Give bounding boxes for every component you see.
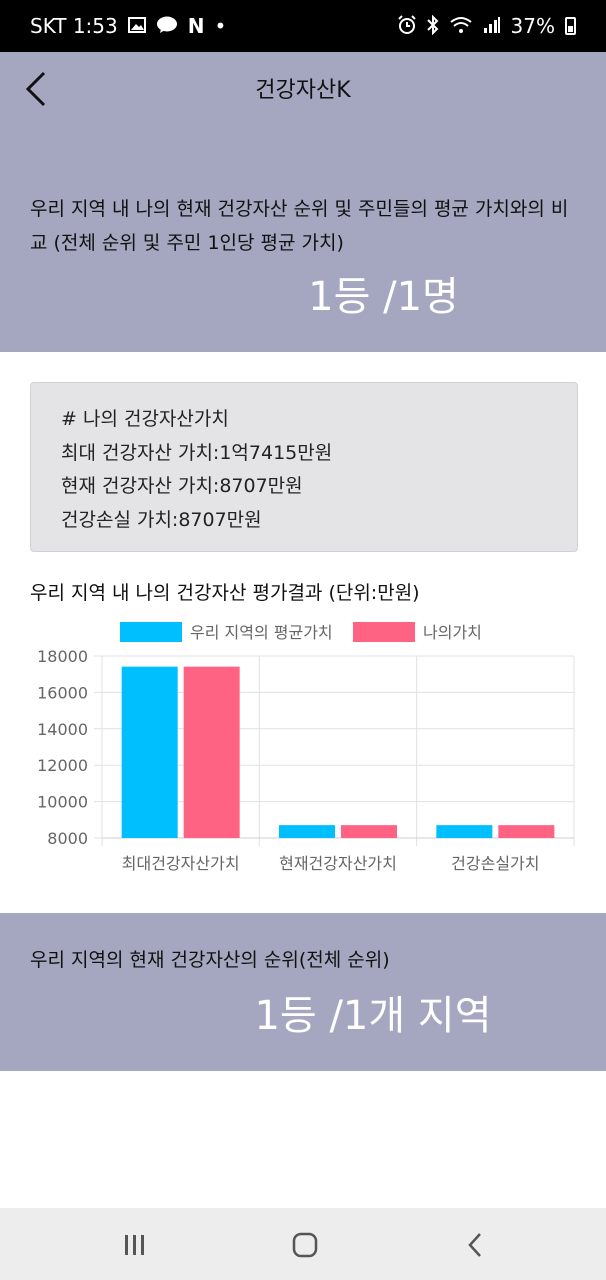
legend-swatch bbox=[120, 622, 182, 642]
health-loss-value: 건강손실 가치:8707만원 bbox=[61, 508, 262, 531]
district-rank-band: 우리 지역의 현재 건강자산의 순위(전체 순위) 1등 /1개 지역 bbox=[0, 913, 606, 1071]
district-rank-description: 우리 지역의 현재 건강자산의 순위(전체 순위) bbox=[30, 949, 390, 971]
home-icon[interactable] bbox=[285, 1228, 325, 1262]
x-tick-label: 건강손실가치 bbox=[451, 854, 539, 873]
asset-card-heading: # 나의 건강자산가치 bbox=[61, 408, 229, 430]
asset-info-card: # 나의 건강자산가치 최대 건강자산 가치:1억7415만원 현재 건강자산 … bbox=[30, 382, 578, 552]
y-tick-label: 14000 bbox=[37, 720, 88, 739]
battery-percent: 37% bbox=[510, 14, 555, 38]
gallery-icon bbox=[127, 16, 146, 36]
alarm-icon bbox=[397, 14, 417, 38]
bar bbox=[121, 666, 178, 838]
back-icon[interactable] bbox=[455, 1228, 495, 1262]
region-rank-description: 우리 지역 내 나의 현재 건강자산 순위 및 주민들의 평균 가치와의 비교 … bbox=[30, 198, 569, 254]
page-title: 건강자산K bbox=[255, 78, 351, 103]
y-tick-label: 18000 bbox=[37, 647, 88, 666]
y-tick-label: 12000 bbox=[37, 756, 88, 775]
bar bbox=[341, 825, 397, 838]
bar bbox=[279, 825, 335, 838]
header-band: 건강자산K 우리 지역 내 나의 현재 건강자산 순위 및 주민들의 평균 가치… bbox=[0, 52, 606, 352]
recent-apps-icon[interactable] bbox=[115, 1228, 155, 1262]
wifi-icon bbox=[449, 16, 473, 37]
signal-icon bbox=[483, 16, 501, 37]
carrier-time: SKT 1:53 bbox=[30, 14, 118, 38]
status-dot: • bbox=[214, 14, 227, 38]
bar bbox=[436, 825, 493, 838]
bar bbox=[498, 825, 555, 838]
chart-svg: 우리 지역의 평균가치 나의가치 18000 16000 14000 12000 10000… bbox=[37, 622, 575, 873]
district-rank-value: 1등 /1개 지역 bbox=[254, 993, 492, 1039]
bluetooth-icon bbox=[426, 14, 439, 38]
talk-icon bbox=[156, 16, 178, 37]
battery-icon bbox=[565, 17, 576, 35]
legend-label: 우리 지역의 평균가치 bbox=[190, 623, 333, 642]
n-badge: N bbox=[187, 14, 205, 38]
status-bar: SKT 1:53 N • 37% bbox=[0, 0, 606, 52]
legend-swatch bbox=[353, 622, 415, 642]
max-asset-value: 최대 건강자산 가치:1억7415만원 bbox=[61, 441, 333, 464]
chevron-left-icon[interactable] bbox=[22, 70, 52, 110]
bar bbox=[183, 666, 240, 838]
system-nav-bar bbox=[0, 1208, 606, 1280]
x-tick-label: 현재건강자산가치 bbox=[279, 854, 397, 873]
current-asset-value: 현재 건강자산 가치:8707만원 bbox=[61, 475, 303, 497]
chart-heading: 우리 지역 내 나의 건강자산 평가결과 (단위:만원) bbox=[30, 582, 420, 604]
asset-bar-chart: 우리 지역의 평균가치 나의가치 18000 16000 14000 12000 10000… bbox=[0, 610, 606, 880]
region-rank-value: 1등 /1명 bbox=[308, 274, 459, 320]
x-tick-label: 최대건강자산가치 bbox=[122, 854, 240, 873]
legend-label: 나의가치 bbox=[423, 623, 482, 642]
y-tick-label: 8000 bbox=[47, 829, 88, 848]
y-tick-label: 16000 bbox=[37, 683, 88, 702]
y-tick-label: 10000 bbox=[37, 793, 88, 812]
